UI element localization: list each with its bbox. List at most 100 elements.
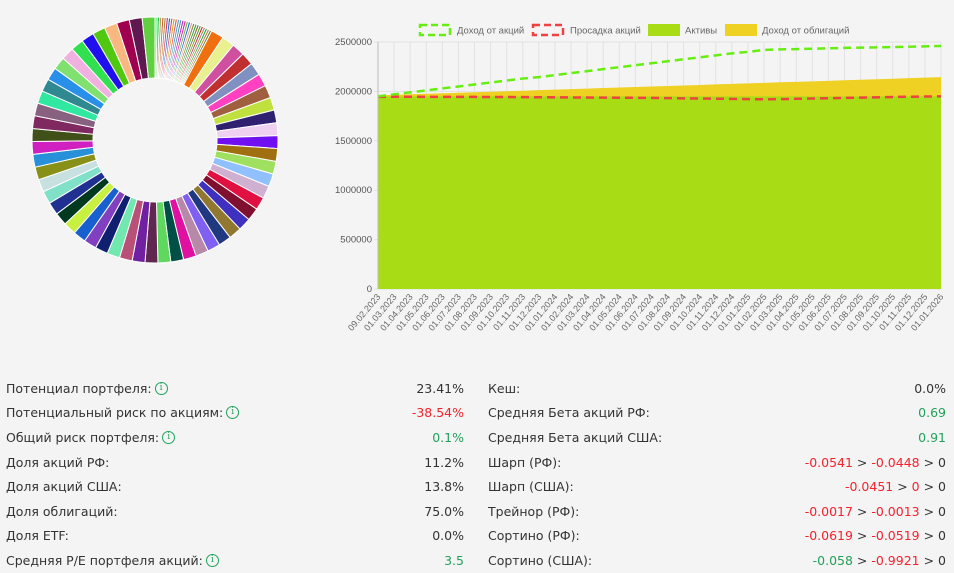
stat-row: Сортино (РФ): -0.0619 > -0.0519 > 0: [488, 524, 946, 549]
stat-value-part: -0.0017: [804, 503, 853, 519]
stat-value: 23.41%: [416, 381, 464, 396]
stat-label-wrap: Средняя P/E портфеля акций: i: [6, 553, 219, 568]
stat-value-part: -0.0451: [845, 479, 894, 495]
stat-value: -0.0017 > -0.0013 > 0: [805, 504, 946, 519]
stat-value-part: > 0: [919, 528, 946, 544]
portfolio-area-chart: 0500000100000015000002000000250000009.02…: [335, 23, 946, 333]
stat-row: Кеш: 0.0%: [488, 376, 946, 401]
stats-left: Потенциал портфеля: i 23.41% Потенциальный …: [6, 376, 464, 573]
stat-value-part: -0.0619: [804, 528, 853, 544]
stat-value-part: -38.54%: [411, 405, 464, 421]
stat-label: Кеш:: [488, 380, 521, 396]
stat-value-part: -0.0519: [871, 528, 920, 544]
legend-label: Просадка акций: [570, 26, 641, 37]
stat-value-part: 0: [911, 479, 920, 495]
stat-label: Доля ETF:: [6, 528, 69, 544]
y-tick-label: 0: [367, 284, 372, 295]
stat-value-part: > 0: [919, 503, 946, 519]
info-icon[interactable]: i: [205, 553, 219, 567]
stat-value: 3.5: [444, 553, 464, 568]
stat-label-wrap: Трейнор (РФ):: [488, 504, 579, 519]
legend-item[interactable]: Доход от облигаций: [725, 24, 849, 37]
stat-row: Доля облигаций: 75.0%: [6, 499, 464, 524]
stat-label: Потенциальный риск по акциям:: [6, 405, 224, 421]
stat-label: Потенциал портфеля:: [6, 380, 152, 396]
stat-label-wrap: Сортино (РФ):: [488, 528, 580, 543]
stat-value-part: >: [852, 503, 872, 519]
stat-label: Шарп (США):: [488, 479, 574, 495]
stat-value-part: >: [852, 552, 872, 568]
stat-value-part: 0.69: [918, 405, 946, 421]
stat-value-part: 0.1%: [432, 429, 464, 445]
stat-row: Шарп (США): -0.0451 > 0 > 0: [488, 474, 946, 499]
stat-value: 75.0%: [424, 504, 464, 519]
stat-row: Общий риск портфеля: i 0.1%: [6, 425, 464, 450]
stat-value: 0.91: [918, 430, 946, 445]
stat-value-part: >: [852, 528, 872, 544]
line-stock-income: [377, 44, 942, 98]
legend-swatch: [418, 23, 452, 37]
stat-value-part: >: [893, 479, 912, 495]
stat-value: -0.0619 > -0.0519 > 0: [805, 528, 946, 543]
stat-label: Доля акций РФ:: [6, 454, 110, 470]
stat-value-part: > 0: [919, 479, 946, 495]
stat-value-part: -0.058: [812, 552, 853, 568]
legend-item[interactable]: Активы: [648, 24, 717, 37]
stat-value: 0.1%: [432, 430, 464, 445]
stat-row: Сортино (США): -0.058 > -0.9921 > 0: [488, 548, 946, 573]
stat-row: Потенциальный риск по акциям: i -38.54%: [6, 401, 464, 426]
y-tick-label: 2000000: [335, 86, 372, 97]
y-tick-label: 500000: [340, 235, 372, 246]
stat-value: 13.8%: [424, 479, 464, 494]
stat-value-part: 11.2%: [424, 454, 464, 470]
info-icon[interactable]: i: [162, 430, 176, 444]
line-drawdown: [377, 95, 942, 101]
stat-value: -38.54%: [412, 405, 464, 420]
stat-value: 11.2%: [424, 455, 464, 470]
info-icon[interactable]: i: [154, 381, 168, 395]
stat-value-part: >: [852, 454, 872, 470]
y-tick-label: 1000000: [335, 185, 372, 196]
stat-label: Сортино (США):: [488, 552, 593, 568]
stat-value-part: > 0: [919, 454, 946, 470]
stat-row: Доля акций РФ: 11.2%: [6, 450, 464, 475]
stat-label-wrap: Доля акций США:: [6, 479, 122, 494]
stat-row: Доля ETF: 0.0%: [6, 524, 464, 549]
stat-label: Сортино (РФ):: [488, 528, 580, 544]
legend-label: Доход от акций: [457, 26, 524, 37]
stat-value-part: 0.91: [918, 429, 946, 445]
donut-slice[interactable]: [141, 16, 156, 79]
legend-item[interactable]: Просадка акций: [531, 23, 641, 37]
stat-row: Средняя Бета акций США: 0.91: [488, 425, 946, 450]
stat-label: Доля облигаций:: [6, 503, 118, 519]
stat-row: Потенциал портфеля: i 23.41%: [6, 376, 464, 401]
stat-value: 0.0%: [432, 528, 464, 543]
stat-label-wrap: Кеш:: [488, 381, 520, 396]
stats-right: Кеш: 0.0% Средняя Бета акций РФ: 0.69 Средня…: [488, 376, 946, 573]
stat-value-part: 23.41%: [416, 380, 464, 396]
area-assets: [378, 96, 941, 289]
stat-row: Средняя P/E портфеля акций: i 3.5: [6, 548, 464, 573]
stat-row: Средняя Бета акций РФ: 0.69: [488, 401, 946, 426]
info-icon[interactable]: i: [226, 406, 240, 420]
stat-label: Шарп (РФ):: [488, 454, 562, 470]
legend-swatch: [531, 23, 565, 37]
stat-value-part: 75.0%: [424, 503, 464, 519]
stat-label-wrap: Шарп (РФ):: [488, 455, 561, 470]
stat-value-part: 0.0%: [432, 528, 464, 544]
stat-value: -0.058 > -0.9921 > 0: [813, 553, 946, 568]
stat-row: Доля акций США: 13.8%: [6, 474, 464, 499]
legend-swatch: [725, 24, 757, 36]
stat-row: Трейнор (РФ): -0.0017 > -0.0013 > 0: [488, 499, 946, 524]
stat-label-wrap: Средняя Бета акций США:: [488, 430, 662, 445]
stat-label-wrap: Средняя Бета акций РФ:: [488, 405, 650, 420]
stat-label-wrap: Доля ETF:: [6, 528, 69, 543]
stat-label: Средняя Бета акций США:: [488, 429, 663, 445]
legend-label: Активы: [685, 26, 717, 37]
stat-label: Средняя P/E портфеля акций:: [6, 552, 203, 568]
stat-value-part: 0.0%: [914, 380, 946, 396]
stat-label: Средняя Бета акций РФ:: [488, 405, 650, 421]
legend-item[interactable]: Доход от акций: [418, 23, 524, 37]
stat-label-wrap: Доля акций РФ:: [6, 455, 109, 470]
stat-value-part: -0.0448: [871, 454, 920, 470]
